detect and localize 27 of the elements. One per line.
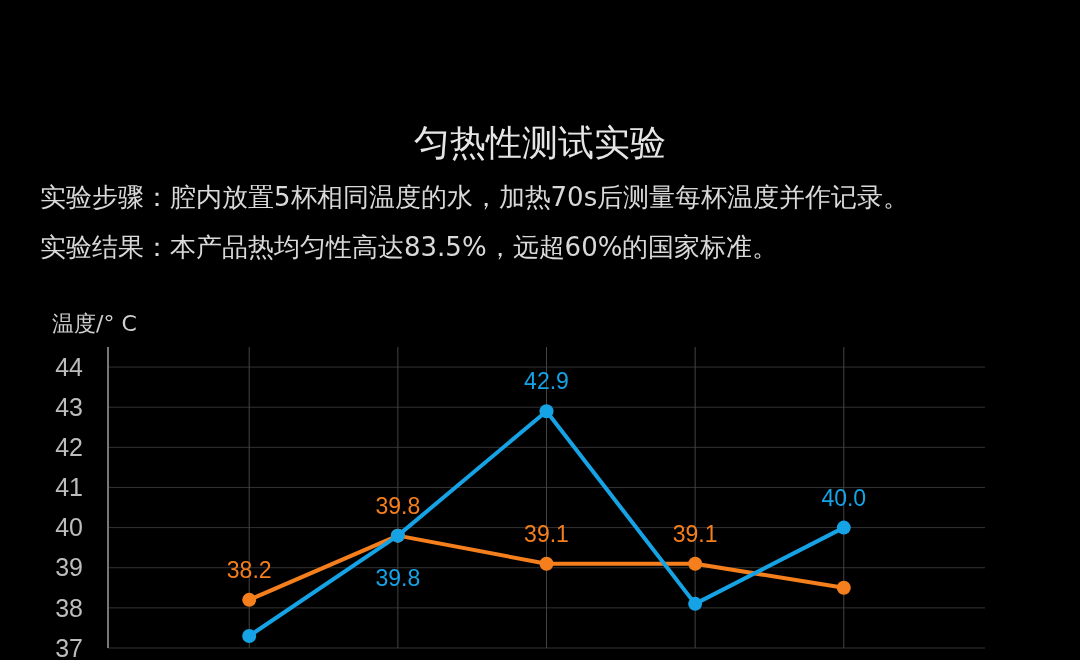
chart-title: 匀热性测试实验: [414, 122, 666, 163]
y-tick-label: 38: [55, 593, 83, 622]
y-axis-title: 温度/° C: [52, 311, 137, 336]
y-tick-label: 41: [55, 473, 83, 502]
y-tick-label: 43: [55, 392, 83, 421]
chart-subtitle: 实验步骤：腔内放置5杯相同温度的水，加热70s后测量每杯温度并作记录。: [40, 182, 910, 212]
point: [688, 556, 703, 571]
y-tick-label: 39: [55, 553, 83, 582]
y-tick-label: 42: [55, 433, 83, 462]
point: [688, 596, 703, 611]
y-tick-label: 44: [55, 352, 84, 381]
y-tick-label: 40: [55, 513, 83, 542]
point: [836, 520, 851, 535]
data-label: 39.8: [375, 492, 421, 519]
point: [836, 580, 851, 595]
point: [242, 628, 257, 643]
point: [242, 592, 257, 607]
data-label: 42.9: [524, 368, 569, 395]
data-label: 39.1: [524, 520, 569, 547]
y-tick-label: 37: [55, 633, 83, 660]
data-label: 39.1: [672, 520, 718, 547]
text: 实验结果：本产品热均匀性高达83.5%，远超60%的国家标准。: [40, 232, 779, 262]
point: [539, 404, 554, 419]
data-label: 40.0: [821, 484, 867, 511]
data-label: 39.8: [375, 564, 421, 591]
data-label: 38.2: [226, 556, 272, 583]
point: [539, 556, 554, 571]
